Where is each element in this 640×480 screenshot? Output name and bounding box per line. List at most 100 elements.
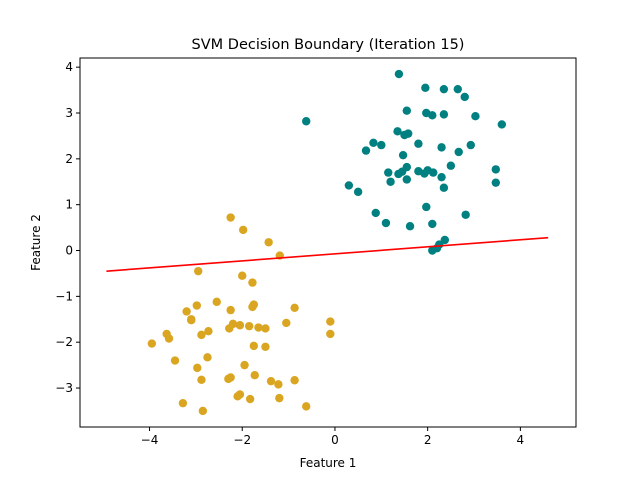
scatter-point-0-2 — [264, 238, 273, 247]
scatter-point-1-40 — [422, 202, 431, 212]
scatter-point-1-42 — [381, 218, 391, 228]
scatter-point-0-31 — [261, 342, 270, 351]
scatter-point-0-47 — [178, 398, 188, 408]
x-tick-label: 4 — [517, 433, 525, 447]
scatter-point-0-12 — [182, 307, 191, 316]
scatter-point-1-30 — [420, 169, 429, 178]
scatter-point-1-16 — [377, 140, 386, 150]
y-axis-title: Feature 2 — [29, 214, 43, 271]
scatter-point-0-33 — [170, 356, 180, 365]
scatter-point-0-25 — [197, 330, 206, 340]
scatter-point-1-8 — [428, 111, 437, 120]
scatter-point-1-39 — [491, 178, 501, 187]
scatter-point-0-38 — [224, 374, 233, 384]
scatter-point-1-44 — [428, 219, 437, 229]
scatter-point-0-30 — [249, 341, 259, 351]
scatter-point-1-14 — [403, 129, 413, 138]
scatter-point-0-41 — [274, 380, 283, 389]
scatter-point-1-38 — [353, 187, 363, 197]
y-tick-label: 0 — [65, 244, 73, 258]
scatter-point-1-31 — [429, 168, 438, 177]
scatter-point-0-10 — [248, 302, 257, 312]
scatter-point-1-23 — [446, 161, 456, 170]
scatter-point-0-29 — [147, 339, 157, 348]
x-axis-title: Feature 1 — [300, 456, 357, 470]
scatter-series-1 — [302, 69, 507, 255]
scatter-point-0-34 — [240, 360, 249, 370]
scatter-point-0-39 — [197, 375, 206, 384]
x-axis-ticks: −4 −2 0 2 4 — [141, 427, 525, 447]
scatter-point-0-27 — [326, 329, 335, 339]
scatter-point-0-20 — [225, 324, 234, 333]
scatter-point-0-7 — [212, 297, 221, 307]
scatter-point-0-45 — [245, 394, 255, 404]
scatter-point-0-21 — [244, 321, 254, 331]
scatter-point-1-18 — [437, 143, 446, 152]
scatter-point-1-17 — [414, 139, 423, 148]
scatter-point-0-46 — [275, 393, 284, 403]
scatter-point-1-37 — [344, 181, 354, 190]
decision-boundary-line — [106, 236, 549, 272]
scatter-point-1-45 — [461, 210, 470, 219]
y-tick-label: 4 — [65, 60, 73, 74]
scatter-point-0-5 — [238, 271, 247, 280]
scatter-point-1-1 — [421, 83, 430, 92]
scatter-point-0-11 — [290, 303, 299, 313]
scatter-point-0-8 — [192, 301, 202, 310]
scatter-point-1-46 — [440, 235, 450, 245]
scatter-point-0-24 — [204, 326, 213, 336]
scatter-point-0-23 — [261, 324, 270, 333]
scatter-point-1-19 — [466, 140, 475, 150]
scatter-point-1-6 — [402, 106, 412, 115]
scatter-point-1-41 — [371, 208, 380, 218]
scatter-point-1-11 — [497, 120, 507, 129]
axes-frame — [79, 57, 577, 428]
scatter-point-1-5 — [302, 117, 311, 126]
scatter-point-0-49 — [198, 406, 208, 416]
scatter-point-0-4 — [194, 266, 203, 276]
scatter-point-0-42 — [290, 376, 299, 385]
scatter-point-1-15 — [369, 138, 378, 148]
scatter-point-1-10 — [471, 112, 480, 121]
scatter-point-1-0 — [394, 69, 404, 79]
chart-title: SVM Decision Boundary (Iteration 15) — [192, 37, 465, 53]
scatter-point-0-15 — [187, 315, 196, 325]
scatter-point-1-20 — [361, 146, 371, 155]
scatter-point-1-2 — [439, 84, 449, 94]
scatter-point-0-48 — [302, 402, 311, 411]
scatter-point-0-1 — [238, 225, 248, 235]
scatter-point-0-28 — [164, 334, 174, 343]
scatter-point-1-34 — [386, 177, 395, 186]
scatter-point-0-16 — [282, 318, 291, 328]
scatter-point-0-44 — [233, 392, 242, 401]
scatter-point-0-0 — [226, 213, 235, 222]
scatter-point-1-12 — [393, 127, 402, 136]
y-tick-label: −3 — [55, 381, 73, 395]
scatter-point-0-32 — [203, 353, 212, 362]
scatter-point-0-17 — [326, 317, 335, 326]
scatter-point-0-22 — [254, 323, 263, 332]
scatter-point-1-32 — [437, 172, 446, 182]
x-tick-label: −4 — [141, 433, 159, 447]
scatter-point-0-36 — [250, 371, 259, 380]
scatter-point-1-43 — [405, 222, 415, 231]
scatter-series-0 — [147, 213, 335, 416]
scatter-point-1-9 — [439, 110, 449, 119]
scatter-point-0-40 — [266, 376, 276, 386]
scatter-point-1-36 — [439, 183, 449, 192]
y-tick-label: 1 — [65, 198, 73, 212]
scatter-point-1-33 — [491, 165, 501, 174]
scatter-point-1-25 — [384, 168, 393, 177]
scatter-point-0-13 — [226, 305, 235, 315]
x-tick-label: 0 — [331, 433, 339, 447]
scatter-point-1-4 — [460, 92, 469, 102]
x-tick-label: 2 — [424, 433, 432, 447]
scatter-point-1-21 — [398, 150, 408, 160]
y-tick-label: 3 — [65, 106, 73, 120]
scatter-point-1-35 — [402, 175, 412, 184]
scatter-point-1-3 — [453, 84, 462, 94]
scatter-point-0-35 — [193, 363, 202, 373]
y-axis-ticks: −3 −2 −1 0 1 2 3 4 — [55, 60, 80, 395]
